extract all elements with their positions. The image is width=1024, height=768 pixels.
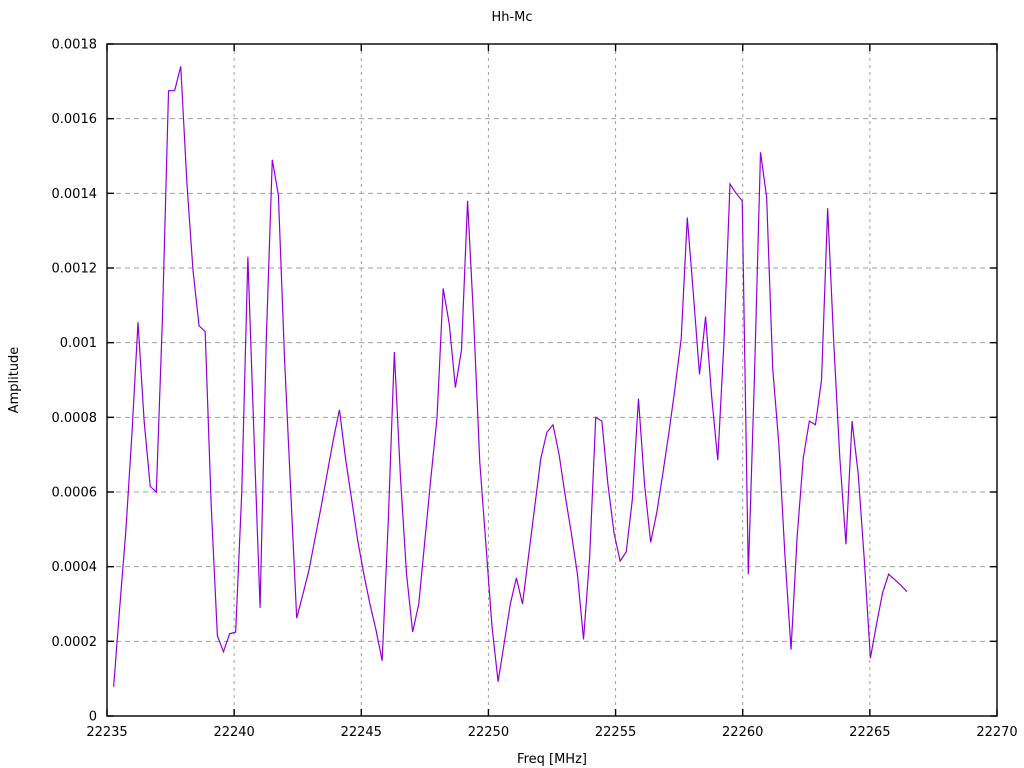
y-tick-label: 0.0012 (52, 262, 98, 277)
x-tick-label: 22235 (86, 725, 127, 740)
gridlines (107, 43, 997, 716)
y-axis-label: Amplitude (7, 347, 22, 414)
y-tick-label: 0 (89, 710, 97, 725)
axis-ticks (106, 43, 998, 717)
x-tick-label: 22265 (849, 725, 890, 740)
x-tick-label: 22245 (341, 725, 382, 740)
y-tick-label: 0.0004 (52, 560, 98, 575)
x-tick-label: 22260 (722, 725, 763, 740)
x-tick-label: 22255 (595, 725, 636, 740)
x-axis-label: Freq [MHz] (517, 752, 587, 767)
y-tick-label: 0.0008 (52, 411, 98, 426)
x-tick-labels: 22235 22240 22245 22250 22255 22260 22265 22270 (86, 725, 1017, 740)
y-tick-label: 0.0014 (52, 187, 98, 202)
y-tick-label: 0.0006 (52, 486, 98, 501)
x-tick-label: 22250 (468, 725, 509, 740)
y-tick-labels: 0 0.0002 0.0004 0.0006 0.0008 0.001 0.0012 0.00… (52, 38, 98, 725)
data-series (113, 66, 908, 687)
x-tick-label: 22270 (976, 725, 1017, 740)
plot-frame (106, 43, 998, 717)
y-tick-label: 0.001 (60, 336, 97, 351)
series-line (113, 66, 908, 687)
x-tick-label: 22240 (213, 725, 254, 740)
y-tick-label: 0.0016 (52, 112, 98, 127)
y-tick-label: 0.0018 (52, 38, 98, 53)
y-tick-label: 0.0002 (52, 635, 98, 650)
chart-title: Hh-Mc (491, 10, 533, 25)
